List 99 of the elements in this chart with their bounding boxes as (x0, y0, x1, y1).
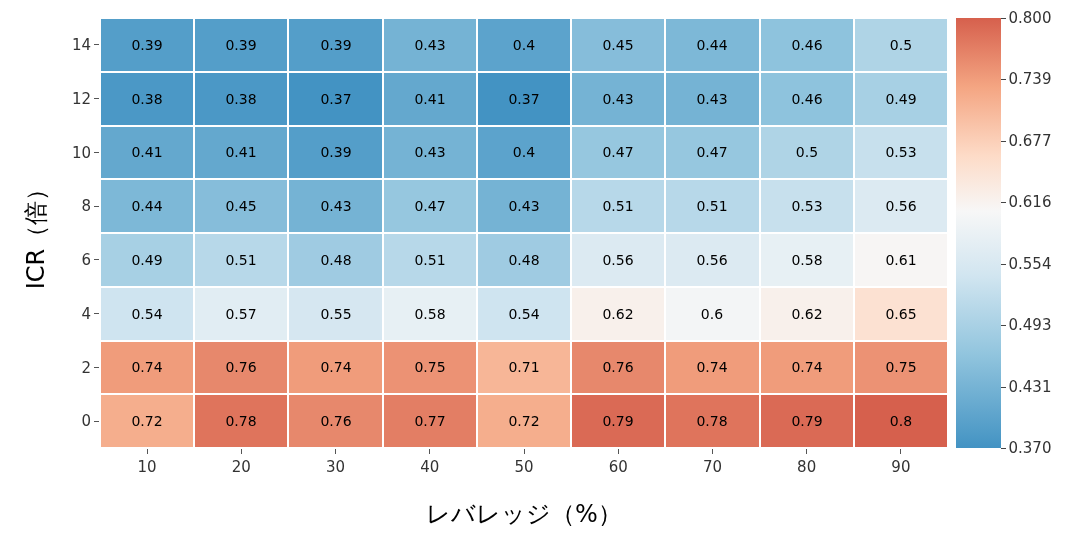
x-tick-label: 50 (514, 458, 534, 476)
x-axis-title: レバレッジ（%） (426, 500, 622, 529)
data-label: 0.41 (225, 143, 257, 160)
y-tick-label: 6 (81, 251, 91, 270)
data-label: 0.74 (791, 358, 823, 375)
data-label: 0.49 (131, 251, 163, 268)
data-label: 0.4 (512, 143, 536, 160)
data-label: 0.56 (696, 251, 728, 268)
y-tick-label: 14 (71, 36, 91, 55)
color-bar-label: 0.800 (1008, 9, 1052, 28)
data-label: 0.43 (320, 197, 352, 214)
data-label: 0.56 (602, 251, 634, 268)
data-label: 0.62 (791, 305, 823, 322)
data-label: 0.39 (320, 143, 352, 160)
data-label: 0.39 (131, 36, 163, 53)
data-label: 0.51 (225, 251, 257, 268)
data-label: 0.71 (508, 358, 540, 375)
color-bar-label: 0.677 (1008, 132, 1052, 151)
data-label: 0.47 (602, 143, 634, 160)
data-label: 0.76 (225, 358, 257, 375)
data-label: 0.57 (225, 305, 257, 322)
data-label: 0.43 (602, 90, 634, 107)
data-label: 0.43 (508, 197, 540, 214)
x-tick-label: 40 (420, 458, 440, 476)
data-label: 0.5 (889, 36, 913, 53)
data-label: 0.41 (414, 90, 446, 107)
color-bar-label: 0.370 (1008, 439, 1052, 458)
data-label: 0.75 (885, 358, 917, 375)
data-label: 0.48 (320, 251, 352, 268)
data-label: 0.51 (414, 251, 446, 268)
x-tick-label: 10 (137, 458, 157, 476)
color-bar-label: 0.739 (1008, 70, 1052, 89)
y-axis-title: ICR（倍） (22, 176, 51, 290)
data-label: 0.46 (791, 90, 823, 107)
data-label: 0.51 (696, 197, 728, 214)
data-label: 0.4 (512, 36, 536, 53)
data-label: 0.53 (885, 143, 917, 160)
data-label: 0.41 (131, 143, 163, 160)
data-label: 0.46 (791, 36, 823, 53)
data-label: 0.47 (696, 143, 728, 160)
data-label: 0.38 (131, 90, 163, 107)
data-label: 0.49 (885, 90, 917, 107)
data-label: 0.76 (320, 412, 352, 429)
data-label: 0.6 (700, 305, 724, 322)
color-bar-label: 0.493 (1008, 316, 1052, 335)
y-tick-label: 12 (71, 89, 91, 108)
x-tick-label: 90 (891, 458, 911, 476)
data-label: 0.37 (320, 90, 352, 107)
x-tick-label: 70 (702, 458, 722, 476)
y-tick-label: 4 (81, 304, 91, 323)
data-label: 0.61 (885, 251, 917, 268)
data-label: 0.54 (131, 305, 163, 322)
data-label: 0.45 (225, 197, 257, 214)
color-bar-label: 0.616 (1008, 193, 1052, 212)
data-label: 0.75 (414, 358, 446, 375)
data-label: 0.37 (508, 90, 540, 107)
color-bar-label: 0.554 (1008, 255, 1052, 274)
data-label: 0.58 (414, 305, 446, 322)
data-label: 0.58 (791, 251, 823, 268)
data-label: 0.5 (795, 143, 819, 160)
data-label: 0.53 (791, 197, 823, 214)
data-label: 0.43 (414, 143, 446, 160)
color-bar-label: 0.431 (1008, 378, 1052, 397)
data-label: 0.51 (602, 197, 634, 214)
data-label: 0.48 (508, 251, 540, 268)
data-label: 0.77 (414, 412, 446, 429)
data-label: 0.8 (889, 412, 913, 429)
x-tick-label: 60 (608, 458, 628, 476)
y-tick-label: 2 (81, 358, 91, 377)
data-label: 0.43 (414, 36, 446, 53)
data-label: 0.38 (225, 90, 257, 107)
data-label: 0.39 (320, 36, 352, 53)
data-label: 0.54 (508, 305, 540, 322)
data-label: 0.76 (602, 358, 634, 375)
data-label: 0.45 (602, 36, 634, 53)
y-tick-label: 0 (81, 412, 91, 431)
data-label: 0.74 (320, 358, 352, 375)
data-label: 0.72 (508, 412, 540, 429)
data-label: 0.65 (885, 305, 917, 322)
data-label: 0.44 (131, 197, 163, 214)
data-label: 0.74 (696, 358, 728, 375)
data-label: 0.56 (885, 197, 917, 214)
data-label: 0.72 (131, 412, 163, 429)
x-tick-label: 30 (326, 458, 346, 476)
data-label: 0.79 (791, 412, 823, 429)
y-tick-label: 8 (81, 197, 91, 216)
data-label: 0.55 (320, 305, 352, 322)
data-label: 0.47 (414, 197, 446, 214)
data-label: 0.44 (696, 36, 728, 53)
data-label: 0.78 (225, 412, 257, 429)
data-label: 0.43 (696, 90, 728, 107)
data-label: 0.78 (696, 412, 728, 429)
data-label: 0.39 (225, 36, 257, 53)
data-label: 0.74 (131, 358, 163, 375)
y-tick-label: 10 (71, 143, 91, 162)
x-tick-label: 20 (231, 458, 251, 476)
data-label: 0.79 (602, 412, 634, 429)
x-tick-label: 80 (797, 458, 817, 476)
data-label: 0.62 (602, 305, 634, 322)
